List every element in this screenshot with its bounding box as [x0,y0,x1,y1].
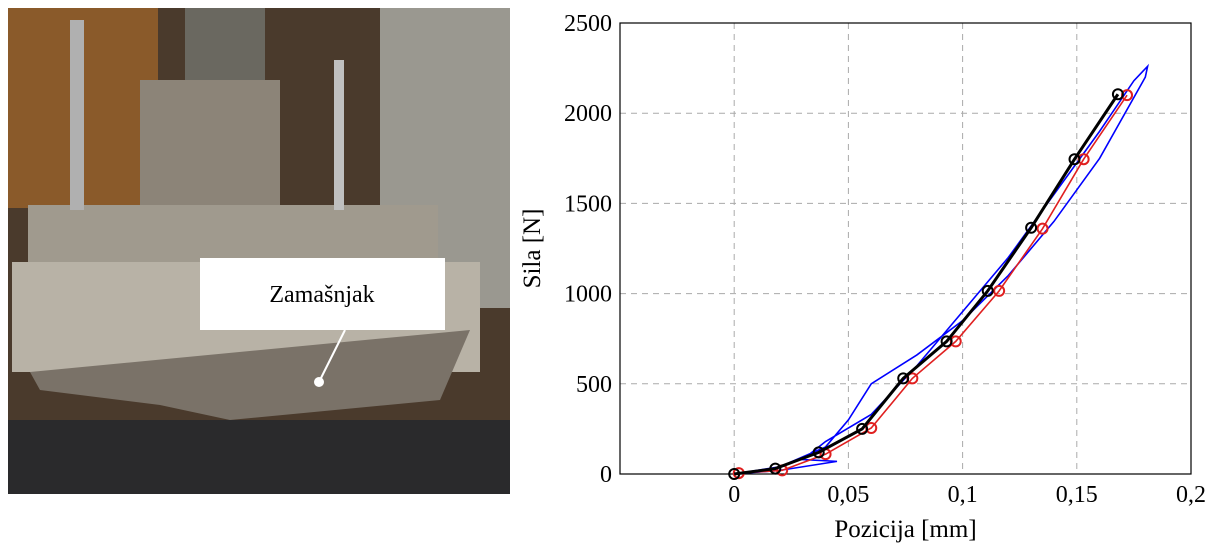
data-point [897,372,910,385]
label-dot [314,377,324,387]
hub [140,80,280,220]
data-point [1036,222,1049,235]
data-point [856,422,869,435]
data-point [1025,221,1038,234]
y-tick-label: 500 [576,372,612,398]
probe [334,60,344,210]
series-line [738,94,1128,474]
photo: Zamašnjak [8,8,510,494]
x-tick-label: 0 [728,482,740,508]
y-tick-label: 0 [600,462,612,488]
y-tick-label: 1000 [564,282,612,308]
data-point [981,284,994,297]
y-axis-label: Sila [N] [519,209,546,289]
y-tick-label: 2500 [564,11,612,37]
data-point [1068,153,1081,166]
label-pointer [319,329,346,381]
data-point [1111,88,1124,101]
table [8,420,510,494]
y-tick-label: 1500 [564,191,612,217]
data-point [769,462,782,475]
series-line [734,93,1120,476]
plate-bottom [30,330,470,420]
probe [70,20,84,210]
label-box [200,258,445,330]
data-point [940,335,953,348]
x-tick-label: 0,15 [1056,482,1098,508]
plot-frame [619,22,1192,475]
x-tick-label: 0,2 [1176,482,1206,508]
data-point [812,446,825,459]
data-point [728,468,741,480]
y-tick-label: 2000 [564,101,612,127]
x-tick-label: 0,05 [827,482,869,508]
x-tick-label: 0,1 [948,482,978,508]
chart: 0 500 1000 1500 2000 2500 0 0,05 0,1 0,15 0,2 Pozic… [519,11,1206,543]
data-point [993,284,1006,297]
plate-top [28,205,438,265]
series-line [734,63,1149,475]
x-axis-label: Pozicija [mm] [834,516,976,543]
photo-label: Zamašnjak [269,282,374,308]
